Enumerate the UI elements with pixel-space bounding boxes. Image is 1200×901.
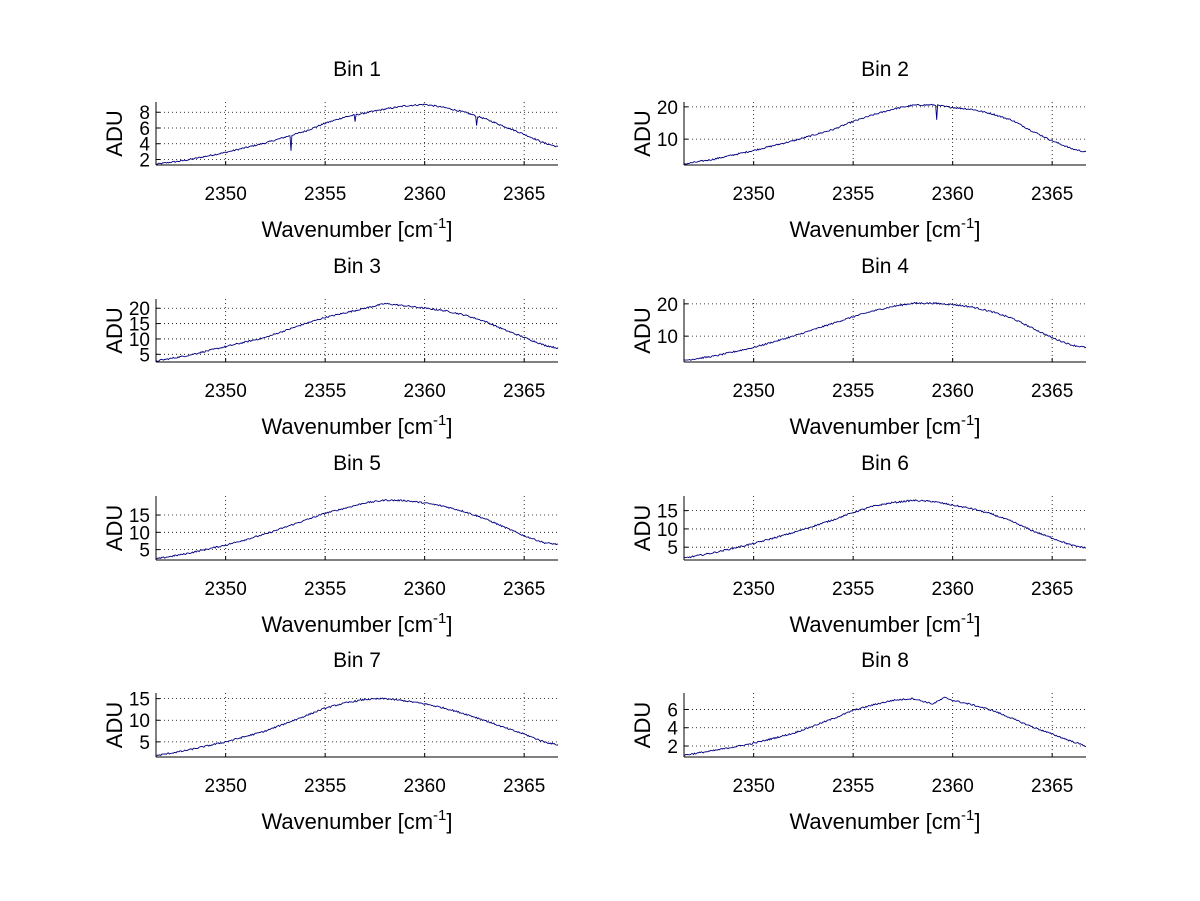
- y-tick-label: 10: [129, 523, 150, 544]
- x-tick-label: 2350: [733, 776, 775, 797]
- y-tick-label: 5: [139, 345, 150, 366]
- y-tick-label: 15: [129, 315, 150, 336]
- y-tick-label: 10: [657, 327, 678, 348]
- subplot-title: Bin 3: [333, 255, 381, 278]
- subplot-title: Bin 5: [333, 452, 381, 475]
- y-axis-label: ADU: [102, 307, 127, 353]
- y-tick-label: 15: [657, 502, 678, 523]
- spectrum-line-bin-3: [155, 302, 559, 362]
- y-axis-label: ADU: [630, 505, 655, 551]
- y-tick-label: 6: [139, 119, 150, 140]
- y-tick-label: 8: [139, 103, 150, 124]
- y-tick-label: 20: [129, 299, 150, 320]
- x-tick-label: 2360: [404, 776, 446, 797]
- x-tick-label: 2365: [503, 579, 545, 600]
- x-tick-label: 2355: [304, 381, 346, 402]
- y-tick-label: 5: [139, 541, 150, 562]
- spectrum-line-bin-5: [155, 498, 559, 560]
- y-tick-label: 15: [129, 506, 150, 527]
- y-tick-label: 10: [657, 130, 678, 151]
- x-tick-label: 2365: [1031, 184, 1073, 205]
- x-axis-label: Wavenumber [cm-1]: [261, 412, 452, 439]
- spectrum-line-bin-6: [683, 499, 1087, 559]
- x-axis-label: Wavenumber [cm-1]: [789, 215, 980, 242]
- x-tick-label: 2355: [304, 579, 346, 600]
- x-axis-label: Wavenumber [cm-1]: [261, 215, 452, 242]
- x-tick-label: 2355: [304, 776, 346, 797]
- subplot-title: Bin 6: [861, 452, 909, 475]
- y-tick-label: 4: [667, 719, 678, 740]
- spectrum-line-bin-2: [683, 103, 1087, 165]
- subplot-title: Bin 2: [861, 58, 909, 81]
- y-tick-label: 4: [139, 135, 150, 156]
- y-tick-label: 20: [657, 295, 678, 316]
- spectrum-line-bin-4: [683, 301, 1087, 361]
- y-axis-label: ADU: [630, 307, 655, 353]
- subplot-bin-8: 2350 2355 2360 2365 246 Bin 8 ADU Wavenumber [c…: [630, 649, 1087, 834]
- x-axis-label: Wavenumber [cm-1]: [789, 807, 980, 834]
- y-tick-label: 2: [667, 737, 678, 758]
- y-tick-label: 2: [139, 150, 150, 171]
- x-tick-label: 2360: [932, 381, 974, 402]
- x-tick-label: 2365: [503, 381, 545, 402]
- y-tick-label: 5: [139, 733, 150, 754]
- x-axis-label: Wavenumber [cm-1]: [261, 807, 452, 834]
- y-tick-label: 10: [129, 711, 150, 732]
- y-axis-label: ADU: [630, 110, 655, 156]
- subplot-title: Bin 8: [861, 649, 909, 672]
- y-tick-label: 5: [667, 538, 678, 559]
- x-tick-label: 2355: [832, 579, 874, 600]
- x-tick-label: 2365: [503, 776, 545, 797]
- x-tick-label: 2355: [304, 184, 346, 205]
- x-tick-label: 2360: [404, 184, 446, 205]
- x-tick-label: 2365: [1031, 381, 1073, 402]
- x-tick-label: 2355: [832, 184, 874, 205]
- y-axis-label: ADU: [630, 702, 655, 748]
- x-tick-label: 2360: [932, 579, 974, 600]
- x-tick-label: 2350: [205, 776, 247, 797]
- x-tick-label: 2350: [733, 381, 775, 402]
- x-tick-label: 2360: [932, 184, 974, 205]
- x-axis-label: Wavenumber [cm-1]: [789, 610, 980, 637]
- x-tick-label: 2365: [1031, 579, 1073, 600]
- spectrum-line-bin-8: [683, 696, 1087, 756]
- x-tick-label: 2350: [733, 184, 775, 205]
- y-tick-label: 20: [657, 98, 678, 119]
- subplot-title: Bin 7: [333, 649, 381, 672]
- x-tick-label: 2355: [832, 381, 874, 402]
- y-tick-label: 6: [667, 700, 678, 721]
- subplot-bin-2: 2350 2355 2360 2365 10 20 Bin 2 ADU Wavenumber […: [630, 58, 1087, 242]
- subplot-title: Bin 1: [333, 58, 381, 81]
- x-axis-label: Wavenumber [cm-1]: [261, 610, 452, 637]
- x-tick-label: 2350: [733, 579, 775, 600]
- spectrum-line-bin-1: [155, 103, 559, 165]
- y-axis-label: ADU: [102, 702, 127, 748]
- y-tick-label: 10: [657, 520, 678, 541]
- subplot-title: Bin 4: [861, 255, 909, 278]
- y-axis-label: ADU: [102, 505, 127, 551]
- y-tick-label: 10: [129, 330, 150, 351]
- x-tick-label: 2360: [932, 776, 974, 797]
- y-axis-label: ADU: [102, 110, 127, 156]
- x-tick-label: 2365: [503, 184, 545, 205]
- x-tick-label: 2350: [205, 381, 247, 402]
- subplot-bin-4: 2350 2355 2360 2365 10 20 Bin 4 ADU Wavenumber […: [630, 255, 1087, 439]
- x-tick-label: 2350: [205, 579, 247, 600]
- x-tick-label: 2365: [1031, 776, 1073, 797]
- x-tick-label: 2350: [205, 184, 247, 205]
- x-axis-label: Wavenumber [cm-1]: [789, 412, 980, 439]
- x-tick-label: 2360: [404, 579, 446, 600]
- x-tick-label: 2360: [404, 381, 446, 402]
- x-tick-label: 2355: [832, 776, 874, 797]
- y-tick-label: 15: [129, 690, 150, 711]
- spectrum-line-bin-7: [156, 697, 559, 757]
